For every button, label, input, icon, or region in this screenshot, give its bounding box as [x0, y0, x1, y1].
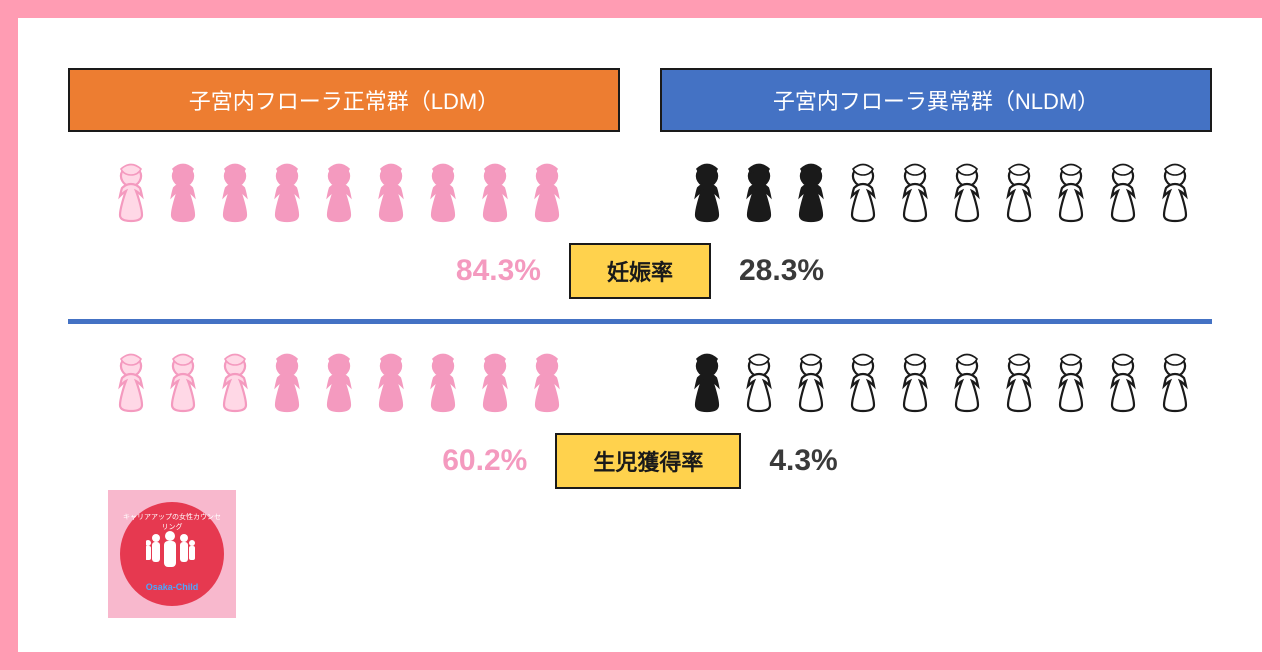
person-icon [106, 162, 156, 229]
family-icon [146, 531, 198, 578]
ldm-icon-group [68, 352, 610, 419]
person-icon [522, 162, 572, 229]
person-icon [786, 352, 836, 419]
logo-top-text: キャリアアップの女性カウンセリング [120, 512, 224, 532]
person-icon [734, 352, 784, 419]
metric-label: 妊娠率 [569, 243, 711, 299]
person-icon [838, 352, 888, 419]
person-icon [106, 352, 156, 419]
person-icon [682, 162, 732, 229]
person-icon [366, 162, 416, 229]
person-icon [994, 162, 1044, 229]
person-icon [418, 352, 468, 419]
icon-row [68, 162, 1212, 229]
person-icon [314, 162, 364, 229]
header-nldm: 子宮内フローラ異常群（NLDM） [660, 68, 1212, 132]
person-icon [942, 352, 992, 419]
infographic-card: 子宮内フローラ正常群（LDM） 子宮内フローラ異常群（NLDM） [18, 18, 1262, 652]
nldm-icon-group [670, 162, 1212, 229]
person-icon [158, 352, 208, 419]
person-icon [838, 162, 888, 229]
person-icon [994, 352, 1044, 419]
metric-label: 生児獲得率 [555, 433, 741, 489]
metric-section: 60.2% 生児獲得率 4.3% [68, 352, 1212, 489]
person-icon [418, 162, 468, 229]
person-icon [682, 352, 732, 419]
person-icon [942, 162, 992, 229]
ldm-percent: 84.3% [456, 254, 541, 288]
person-icon [158, 162, 208, 229]
icon-row [68, 352, 1212, 419]
logo-bottom-text: Osaka-Child [120, 582, 224, 592]
person-icon [1046, 352, 1096, 419]
nldm-percent: 28.3% [739, 254, 824, 288]
ldm-percent: 60.2% [442, 444, 527, 478]
person-icon [210, 162, 260, 229]
person-icon [470, 352, 520, 419]
group-headers: 子宮内フローラ正常群（LDM） 子宮内フローラ異常群（NLDM） [68, 68, 1212, 132]
metric-row: 60.2% 生児獲得率 4.3% [68, 433, 1212, 489]
header-ldm: 子宮内フローラ正常群（LDM） [68, 68, 620, 132]
person-icon [1098, 352, 1148, 419]
person-icon [1046, 162, 1096, 229]
nldm-icon-group [670, 352, 1212, 419]
person-icon [366, 352, 416, 419]
person-icon [262, 162, 312, 229]
person-icon [210, 352, 260, 419]
metric-section: 84.3% 妊娠率 28.3% [68, 162, 1212, 299]
person-icon [314, 352, 364, 419]
person-icon [1150, 352, 1200, 419]
person-icon [1098, 162, 1148, 229]
nldm-percent: 4.3% [769, 444, 837, 478]
metric-row: 84.3% 妊娠率 28.3% [68, 243, 1212, 299]
person-icon [786, 162, 836, 229]
person-icon [734, 162, 784, 229]
person-icon [470, 162, 520, 229]
person-icon [1150, 162, 1200, 229]
person-icon [522, 352, 572, 419]
person-icon [262, 352, 312, 419]
logo-circle: キャリアアップの女性カウンセリング Osaka-Child [120, 502, 224, 606]
brand-logo: キャリアアップの女性カウンセリング Osaka-Child [108, 490, 236, 618]
person-icon [890, 162, 940, 229]
section-divider [68, 319, 1212, 324]
person-icon [890, 352, 940, 419]
ldm-icon-group [68, 162, 610, 229]
